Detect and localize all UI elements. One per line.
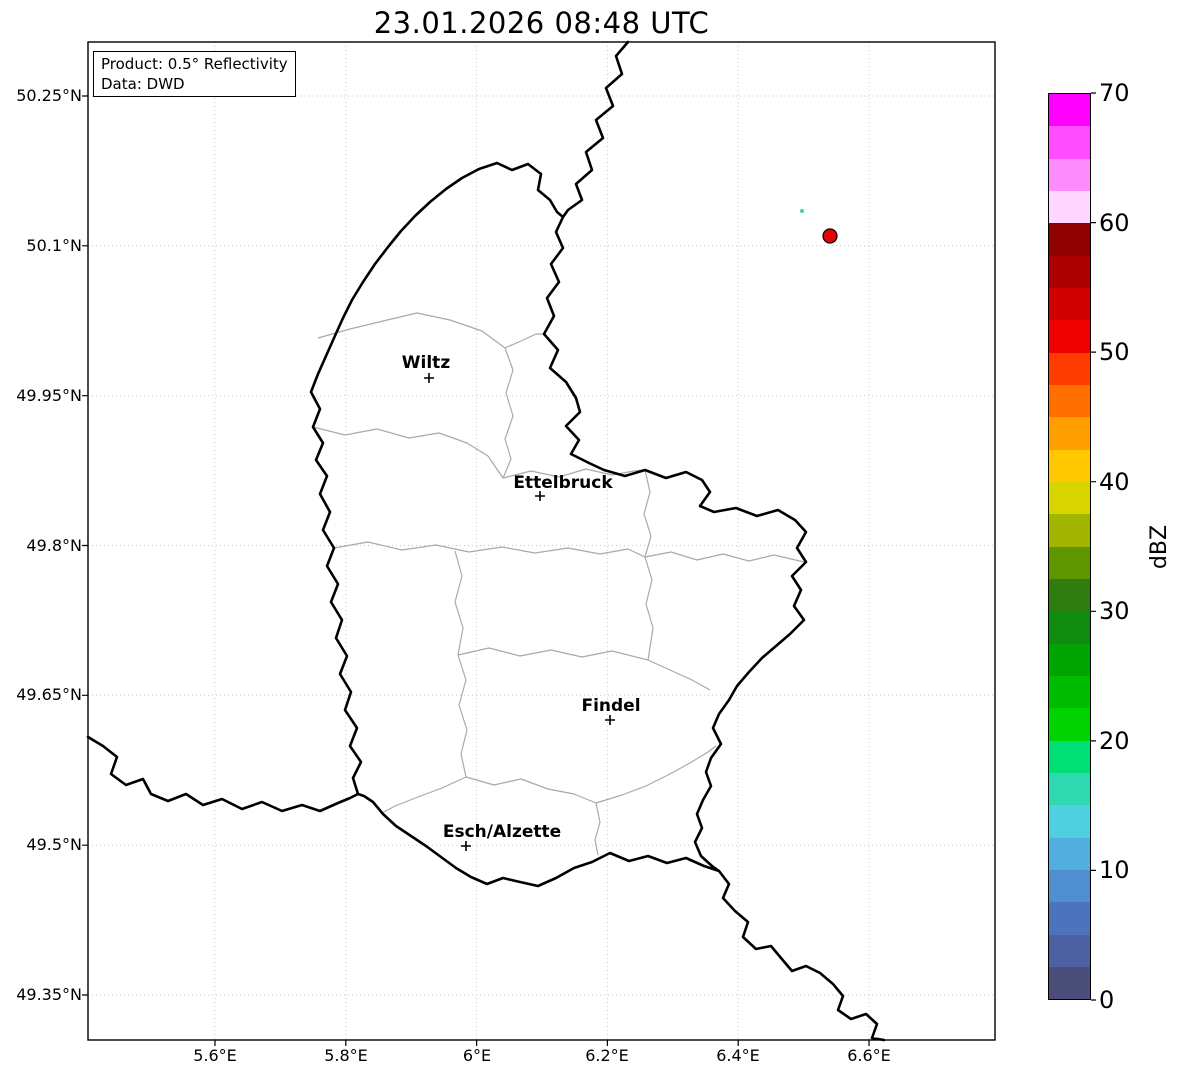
city-marker-esch-alzette	[461, 841, 471, 851]
colorbar-segment	[1049, 578, 1090, 612]
colorbar-segment	[1049, 384, 1090, 418]
colorbar-tick-label-60: 60	[1099, 209, 1130, 237]
colorbar-segment	[1049, 352, 1090, 385]
city-label-wiltz: Wiltz	[402, 353, 451, 373]
colorbar-segment	[1049, 158, 1090, 191]
plot-area	[88, 42, 995, 1040]
city-label-ettelbruck: Ettelbruck	[513, 473, 613, 493]
colorbar-segment	[1049, 255, 1090, 288]
city-label-findel: Findel	[581, 696, 640, 716]
x-tick-label-5: 6.6°E	[847, 1046, 891, 1065]
city-label-esch-alzette: Esch/Alzette	[443, 822, 561, 842]
weak-echo-dot	[800, 209, 804, 213]
colorbar-segment	[1049, 837, 1090, 870]
axis-tick-marks	[82, 92, 1096, 1046]
page-title: 23.01.2026 08:48 UTC	[373, 6, 710, 40]
colorbar-segment	[1049, 611, 1090, 644]
colorbar-segment	[1049, 126, 1090, 159]
product-info-line: Product: 0.5° Reflectivity	[101, 55, 288, 73]
x-tick-label-3: 6.2°E	[585, 1046, 629, 1065]
y-tick-label-6: 49.35°N	[16, 985, 82, 1004]
x-tick-label-2: 6°E	[462, 1046, 492, 1065]
strong-echo-dot	[822, 228, 838, 244]
colorbar-segment	[1049, 417, 1090, 450]
colorbar-segment	[1049, 514, 1090, 547]
colorbar-segment	[1049, 708, 1090, 741]
colorbar-segment	[1049, 94, 1090, 127]
colorbar-tick-label-20: 20	[1099, 727, 1130, 755]
colorbar-segment	[1049, 675, 1090, 709]
international-borders	[86, 40, 886, 1042]
city-marker-ettelbruck	[535, 491, 545, 501]
colorbar-segment	[1049, 287, 1090, 321]
colorbar-tick-label-50: 50	[1099, 338, 1130, 366]
plot-frame	[87, 41, 996, 1041]
colorbar-unit-label: dBZ	[1146, 524, 1172, 570]
y-tick-label-2: 49.95°N	[16, 386, 82, 405]
x-tick-label-0: 5.6°E	[193, 1046, 237, 1065]
y-tick-label-0: 50.25°N	[16, 86, 82, 105]
product-info-box: Product: 0.5° Reflectivity Data: DWD	[93, 51, 296, 97]
colorbar-tick-label-70: 70	[1099, 79, 1130, 107]
colorbar-segment	[1049, 190, 1090, 224]
colorbar-segment	[1049, 869, 1090, 903]
colorbar-segment	[1049, 320, 1090, 353]
colorbar-segment	[1049, 772, 1090, 806]
x-tick-label-1: 5.8°E	[324, 1046, 368, 1065]
city-markers	[424, 373, 615, 851]
colorbar-tick-label-10: 10	[1099, 856, 1130, 884]
colorbar-segment	[1049, 902, 1090, 935]
canton-borders	[312, 312, 805, 856]
y-tick-label-1: 50.1°N	[26, 236, 82, 255]
colorbar-segment	[1049, 223, 1090, 256]
colorbar-segment	[1049, 805, 1090, 838]
colorbar-segment	[1049, 934, 1090, 967]
city-marker-findel	[605, 715, 615, 725]
colorbar-segment	[1049, 966, 1090, 1000]
colorbar-segment	[1049, 546, 1090, 579]
city-marker-wiltz	[424, 373, 434, 383]
x-tick-label-4: 6.4°E	[716, 1046, 760, 1065]
colorbar-gradient	[1048, 93, 1091, 1000]
colorbar-segment	[1049, 481, 1090, 515]
y-tick-label-5: 49.5°N	[26, 835, 82, 854]
colorbar-tick-label-40: 40	[1099, 468, 1130, 496]
colorbar-tick-label-0: 0	[1099, 986, 1115, 1014]
luxembourg-border	[309, 161, 808, 888]
y-tick-label-3: 49.8°N	[26, 536, 82, 555]
colorbar-segment	[1049, 449, 1090, 482]
colorbar-segment	[1049, 643, 1090, 676]
colorbar-tick-label-30: 30	[1099, 597, 1130, 625]
data-source-line: Data: DWD	[101, 75, 185, 93]
city-labels: Wiltz Ettelbruck Findel Esch/Alzette	[402, 353, 641, 842]
y-tick-label-4: 49.65°N	[16, 685, 82, 704]
colorbar-segment	[1049, 740, 1090, 773]
